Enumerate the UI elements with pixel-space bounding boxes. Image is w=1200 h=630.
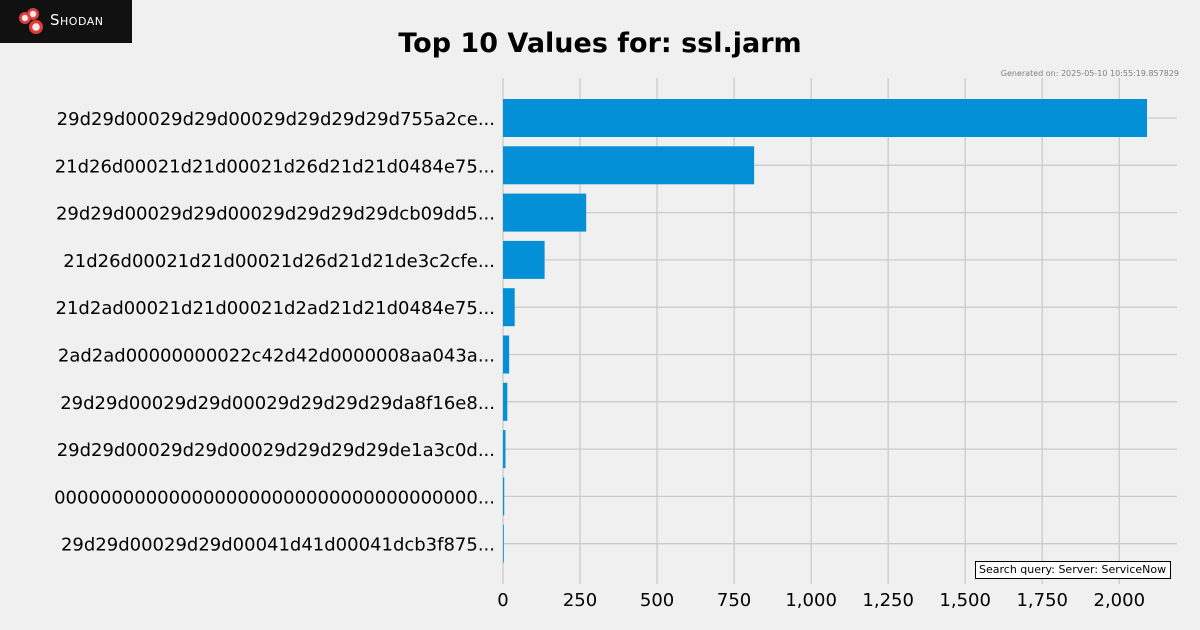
x-tick-label: 1,500 xyxy=(939,590,991,611)
y-tick-label: 29d29d00029d29d00029d29d29d29de1a3c0d... xyxy=(57,440,495,461)
x-tick-label: 0 xyxy=(497,590,508,611)
bar xyxy=(503,146,755,185)
y-tick-label: 21d26d00021d21d00021d26d21d21de3c2cfe... xyxy=(63,251,495,272)
y-tick-label: 29d29d00029d29d00029d29d29d29d755a2ce... xyxy=(57,109,495,130)
bar xyxy=(503,193,587,232)
bar xyxy=(503,335,510,374)
x-tick-label: 2,000 xyxy=(1094,590,1146,611)
y-tick-label: 21d2ad00021d21d00021d2ad21d21d0484e75... xyxy=(56,298,495,319)
chart-title: Top 10 Values for: ssl.jarm xyxy=(398,28,802,59)
y-tick-label: 21d26d00021d21d00021d26d21d21d0484e75... xyxy=(55,156,495,177)
bar xyxy=(503,382,508,421)
generated-timestamp: Generated on: 2025-05-10 10:55:19.857829 xyxy=(1000,69,1179,78)
logo-text: Shodan xyxy=(50,11,104,29)
bar xyxy=(503,430,506,469)
y-tick-label: 29d29d00029d29d00029d29d29d29da8f16e8... xyxy=(60,393,495,414)
y-tick-label: 29d29d00029d29d00029d29d29d29dcb09dd5... xyxy=(56,204,495,225)
bar xyxy=(503,477,505,516)
bar xyxy=(503,524,504,563)
search-query-box: Search query: Server: ServiceNow xyxy=(975,561,1171,579)
x-tick-label: 250 xyxy=(563,590,597,611)
bar xyxy=(503,240,545,279)
y-tick-label: 2ad2ad00000000022c42d42d0000008aa043a... xyxy=(58,346,495,367)
bar xyxy=(503,288,515,327)
x-tick-label: 750 xyxy=(717,590,751,611)
x-tick-label: 500 xyxy=(640,590,674,611)
y-tick-label: 0000000000000000000000000000000000000... xyxy=(54,487,495,508)
x-tick-label: 1,750 xyxy=(1016,590,1068,611)
shodan-logo[interactable]: Shodan xyxy=(0,0,132,43)
y-tick-label: 29d29d00029d29d00041d41d00041dcb3f875... xyxy=(61,535,495,556)
x-tick-label: 1,250 xyxy=(862,590,914,611)
x-tick-label: 1,000 xyxy=(785,590,837,611)
shodan-logo-icon xyxy=(19,8,43,34)
bar xyxy=(503,99,1147,137)
